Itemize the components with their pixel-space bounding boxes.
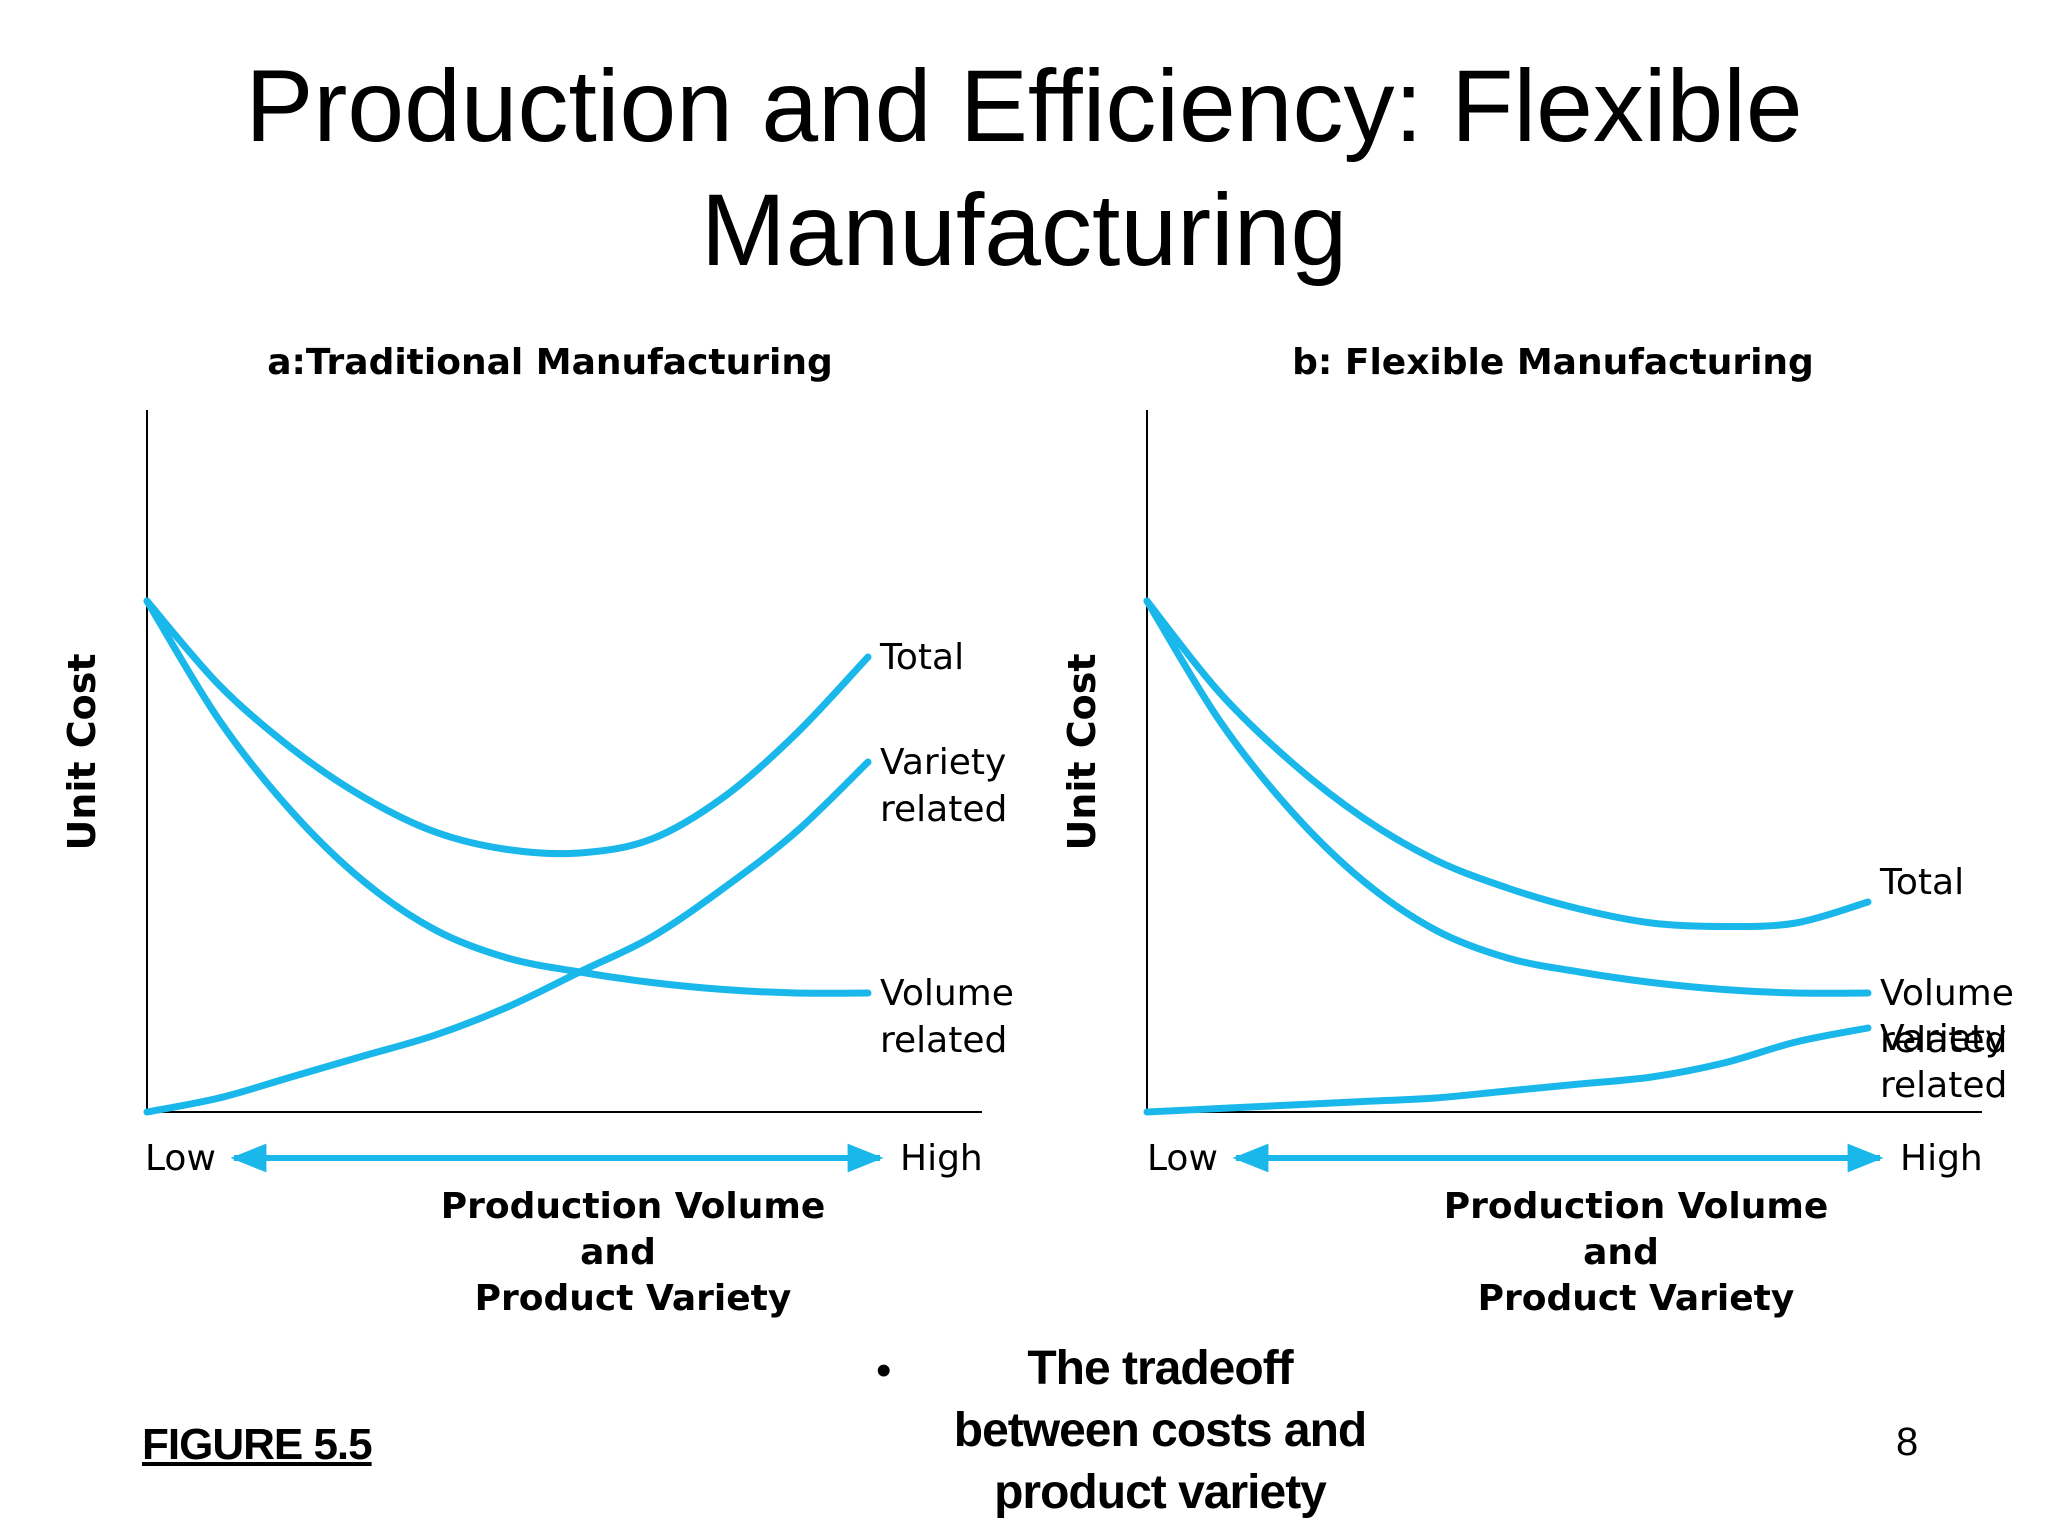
chart-panel-b: b: Flexible Manufacturing Unit Cost Tota… — [1060, 342, 2014, 1319]
series-label-line: Variety — [1880, 1018, 2006, 1059]
slide-title-line2: Manufacturing — [700, 173, 1348, 287]
panel-b-title: b: Flexible Manufacturing — [1292, 342, 1814, 383]
panel-a-x-low-label: Low — [145, 1138, 216, 1179]
panel-a-title: a:Traditional Manufacturing — [267, 342, 833, 383]
chart-panel-a: a:Traditional Manufacturing Unit Cost To… — [60, 342, 1014, 1319]
panel-a-xlabel-line2: and — [580, 1232, 656, 1273]
series-label-total: Total — [1879, 862, 1964, 903]
series-label-variety-related: Variety related — [880, 742, 1007, 830]
series-line-total — [1143, 597, 1872, 931]
slide-title-line1: Production and Efficiency: Flexible — [245, 49, 1803, 163]
panel-b-x-low-label: Low — [1147, 1138, 1218, 1179]
series-label-line: related — [1880, 1065, 2007, 1106]
series-label-line: related — [880, 1020, 1007, 1061]
figure-caption: FIGURE 5.5 — [142, 1420, 373, 1469]
series-label-volume-related: Volume related — [1880, 973, 2014, 1061]
series-label-variety-related: Variety related — [1880, 1018, 2007, 1106]
series-label-line: related — [880, 789, 1007, 830]
series-label-total: Total — [879, 637, 964, 678]
bullet-text: The tradeoff between costs and product v… — [953, 1342, 1367, 1519]
panel-b-x-high-label: High — [1900, 1138, 1983, 1179]
panel-a-curve-labels: Total Variety related Volume related — [879, 637, 1014, 1061]
series-line-total — [143, 597, 872, 858]
series-line-variety-related — [143, 758, 872, 1116]
series-label-line: Variety — [880, 742, 1006, 783]
panel-a-x-high-label: High — [900, 1138, 983, 1179]
page-number: 8 — [1896, 1420, 1919, 1464]
panel-b-curves — [1143, 597, 1872, 1116]
series-label-line: Total — [879, 637, 964, 678]
slide-title: Production and Efficiency: Flexible Manu… — [0, 44, 2048, 292]
series-line-volume-related — [143, 597, 872, 997]
series-label-line: related — [1880, 1020, 2007, 1061]
panel-a-curves — [143, 597, 872, 1116]
panel-a-ylabel: Unit Cost — [60, 653, 104, 850]
panel-a-xlabel-line3: Product Variety — [475, 1278, 792, 1319]
series-line-volume-related — [1143, 597, 1872, 997]
series-label-volume-related: Volume related — [880, 973, 1014, 1061]
series-label-line: Volume — [880, 973, 1014, 1014]
series-label-line: Volume — [1880, 973, 2014, 1014]
panel-b-xlabel-line2: and — [1583, 1232, 1659, 1273]
panel-a-xlabel-line1: Production Volume — [441, 1186, 826, 1227]
series-label-line: Total — [1879, 862, 1964, 903]
bullet-icon: • — [876, 1346, 892, 1395]
series-line-variety-related — [1143, 1024, 1872, 1116]
panel-b-xlabel-line1: Production Volume — [1444, 1186, 1829, 1227]
panel-b-ylabel: Unit Cost — [1060, 653, 1104, 850]
panel-b-xlabel-line3: Product Variety — [1478, 1278, 1795, 1319]
